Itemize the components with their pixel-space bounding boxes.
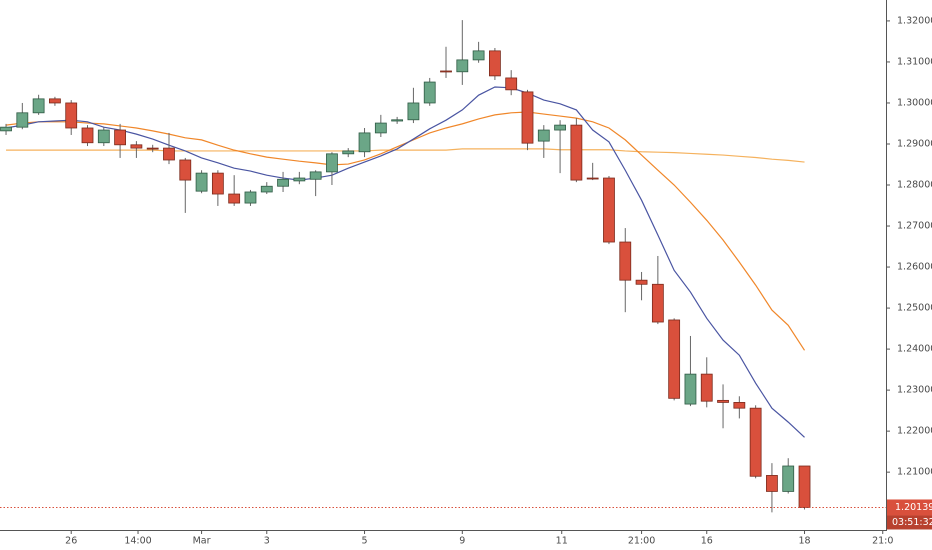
candle-body: [342, 150, 355, 155]
x-tick-label: 26: [65, 536, 77, 547]
y-tick-label: 1.23000: [897, 385, 932, 396]
candle-body: [619, 241, 632, 281]
candle-body: [49, 98, 61, 104]
candle-body: [163, 147, 175, 161]
candle-body: [668, 319, 681, 399]
countdown-label: 03:51:32: [892, 517, 932, 528]
candle-body: [749, 407, 762, 477]
y-tick-label: 1.21000: [897, 467, 932, 478]
y-tick-label: 1.27000: [897, 221, 932, 232]
candle-body: [537, 129, 550, 142]
moving-average: [6, 148, 805, 163]
x-tick-label: Mar: [193, 536, 211, 547]
candle-body: [358, 132, 371, 153]
candle-body: [717, 399, 729, 403]
candle-body: [489, 50, 501, 77]
candle-body: [700, 373, 713, 402]
candle-body: [651, 283, 664, 323]
candle-body: [326, 153, 338, 173]
y-tick-label: 1.24000: [897, 344, 932, 355]
candle-body: [374, 122, 387, 134]
x-tick-label: 21:0: [872, 536, 893, 547]
last-price-box: [887, 499, 932, 516]
candle-body: [521, 91, 534, 144]
x-tick-label: 11: [556, 536, 568, 547]
x-tick-label: 14:00: [124, 536, 151, 547]
candle-body: [440, 70, 452, 73]
candle-body: [391, 119, 404, 122]
candle-body: [244, 191, 257, 204]
candle-body: [423, 81, 436, 104]
last-price-label: 1.20139: [895, 502, 932, 513]
candle-body: [260, 185, 273, 193]
candle-body: [16, 112, 29, 128]
candle-body: [228, 193, 241, 204]
candle-body: [766, 475, 778, 492]
candle-body: [211, 172, 224, 195]
candle-body: [130, 144, 143, 149]
candle-body: [81, 127, 94, 144]
candle-body: [146, 147, 159, 150]
y-tick-label: 1.25000: [897, 303, 932, 314]
candle-body: [407, 102, 420, 121]
countdown-box: [887, 515, 932, 530]
candle-body: [277, 178, 289, 187]
candle-body: [65, 102, 78, 129]
candle-body: [456, 59, 469, 73]
candle-body: [309, 171, 322, 180]
candle-body: [782, 465, 795, 492]
candle-body: [635, 279, 648, 285]
x-tick-label: 3: [264, 536, 270, 547]
y-tick-label: 1.28000: [897, 180, 932, 191]
x-tick-label: 5: [362, 536, 368, 547]
candle-body: [97, 129, 110, 144]
y-tick-label: 1.32000: [897, 15, 932, 26]
candle-body: [684, 373, 697, 405]
candle-body: [586, 177, 599, 180]
candle-body: [195, 172, 208, 192]
candle-body: [114, 129, 126, 146]
candle-body: [472, 50, 485, 61]
candle-body: [554, 124, 566, 131]
x-tick-label: 18: [798, 536, 810, 547]
x-tick-label: 21:00: [628, 536, 655, 547]
candle-body: [293, 177, 306, 182]
y-tick-label: 1.30000: [897, 97, 932, 108]
y-tick-label: 1.31000: [897, 56, 932, 67]
candle-body: [179, 159, 192, 181]
candle-body: [505, 77, 518, 91]
x-tick-label: 16: [701, 536, 713, 547]
y-tick-label: 1.22000: [897, 426, 932, 437]
candle-body: [733, 402, 746, 409]
y-tick-label: 1.29000: [897, 138, 932, 149]
moving-average: [5, 86, 805, 438]
candle-body: [32, 98, 45, 114]
candle-body: [798, 465, 811, 508]
candle-body: [603, 177, 615, 243]
y-tick-label: 1.26000: [897, 262, 932, 273]
candle-body: [570, 124, 583, 181]
candle-body: [0, 126, 12, 132]
x-tick-label: 9: [459, 536, 465, 547]
